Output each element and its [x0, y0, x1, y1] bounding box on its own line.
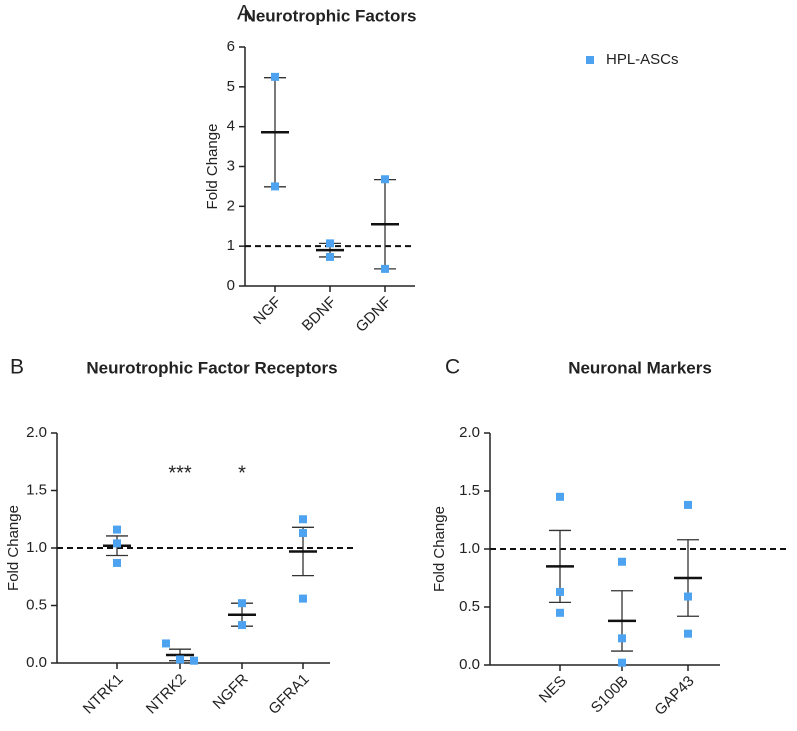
y-tick-label: 0: [227, 277, 235, 294]
data-point: [113, 558, 121, 567]
chart-title: Neurotrophic Factors: [244, 6, 417, 25]
y-axis-label: Fold Change: [431, 506, 448, 592]
x-tick-label: GAP43: [651, 673, 697, 719]
y-tick-label: 1: [227, 237, 235, 254]
data-point: [381, 264, 389, 273]
y-tick-label: 2.0: [26, 424, 47, 441]
x-tick-label: NTRK2: [143, 671, 190, 718]
data-point: [238, 621, 246, 630]
data-point: [162, 639, 170, 648]
y-tick-label: 0.5: [459, 598, 480, 615]
x-tick-label: NGFR: [210, 670, 252, 712]
y-tick-label: 0.0: [26, 654, 47, 671]
y-tick-label: 3: [227, 157, 235, 174]
panel-letter: B: [10, 356, 24, 379]
x-tick-label: GDNF: [353, 294, 395, 336]
chart-title: Neuronal Markers: [568, 358, 712, 377]
y-tick-label: 6: [227, 38, 235, 55]
significance-label: *: [238, 463, 246, 485]
data-point: [326, 252, 334, 261]
x-tick-label: NES: [536, 673, 570, 707]
x-tick-label: S100B: [588, 673, 632, 717]
y-tick-label: 2: [227, 197, 235, 214]
panel-letter: C: [445, 356, 460, 379]
data-point: [176, 655, 184, 664]
y-tick-label: 5: [227, 78, 235, 95]
data-point: [238, 599, 246, 608]
data-point: [556, 608, 564, 617]
data-point: [684, 592, 692, 601]
y-tick-label: 4: [227, 118, 235, 135]
y-tick-label: 0.5: [26, 596, 47, 613]
x-tick-label: GFRA1: [265, 671, 312, 718]
y-tick-label: 0.0: [459, 656, 480, 673]
x-tick-label: BDNF: [299, 294, 340, 335]
data-point: [113, 539, 121, 548]
data-point: [299, 594, 307, 603]
data-point: [618, 557, 626, 566]
data-point: [271, 182, 279, 191]
data-point: [190, 656, 198, 665]
data-point: [684, 500, 692, 509]
significance-label: ***: [168, 463, 192, 485]
data-point: [381, 175, 389, 184]
y-tick-label: 1.0: [459, 540, 480, 557]
x-tick-label: NTRK1: [80, 671, 127, 718]
data-point: [299, 529, 307, 538]
data-point: [618, 634, 626, 643]
data-point: [113, 525, 121, 534]
y-tick-label: 1.0: [26, 539, 47, 556]
data-point: [299, 515, 307, 524]
data-point: [556, 492, 564, 501]
y-tick-label: 2.0: [459, 424, 480, 441]
y-axis-label: Fold Change: [5, 505, 22, 591]
chart-title: Neurotrophic Factor Receptors: [86, 358, 337, 377]
x-tick-label: NGF: [250, 294, 284, 328]
legend-label: HPL-ASCs: [606, 51, 679, 68]
data-point: [326, 239, 334, 248]
data-point: [618, 658, 626, 667]
data-point: [684, 629, 692, 638]
data-point: [556, 587, 564, 596]
data-point: [271, 72, 279, 81]
panel-letter: A: [237, 2, 251, 25]
y-axis-label: Fold Change: [204, 124, 221, 210]
y-tick-label: 1.5: [26, 481, 47, 498]
y-tick-label: 1.5: [459, 482, 480, 499]
legend-swatch: [586, 56, 594, 64]
